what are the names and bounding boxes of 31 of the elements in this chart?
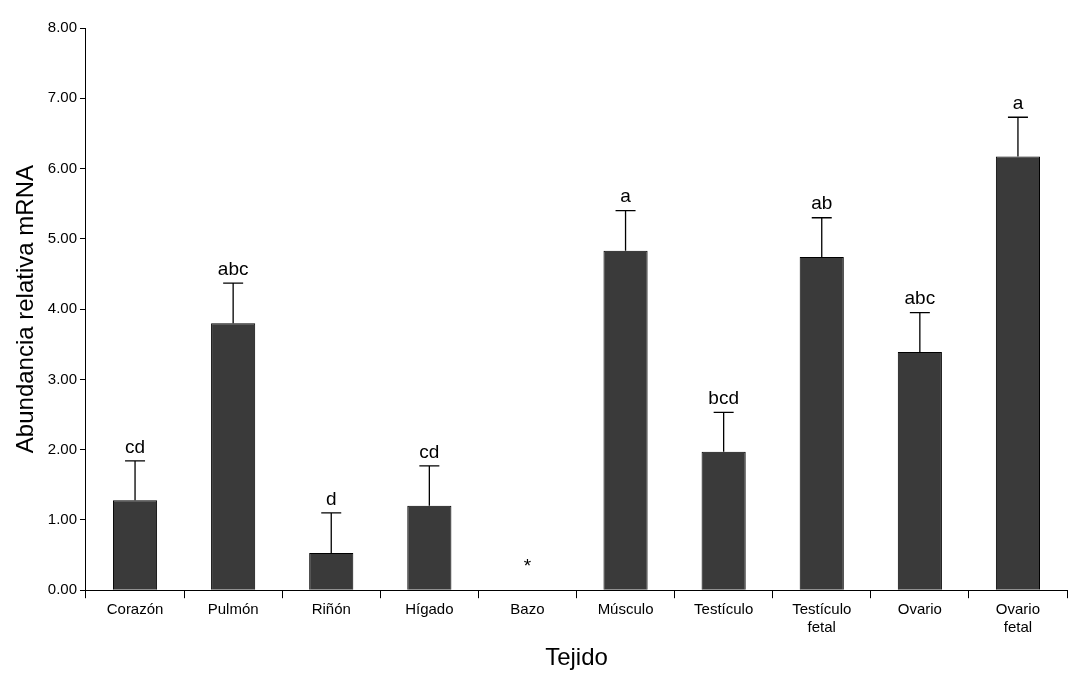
x-tick-label: Corazón — [106, 600, 164, 618]
x-tick-label: Testículo fetal — [792, 600, 852, 636]
y-tick-label: 7.00 — [47, 88, 77, 106]
annotation: cd — [419, 440, 440, 462]
annotation: d — [325, 487, 337, 509]
x-tick-label: Músculo — [597, 600, 654, 618]
annotation: cd — [125, 435, 146, 457]
x-tick-label: Testículo — [694, 600, 754, 618]
x-axis-title: Tejido — [545, 643, 608, 671]
y-axis-title: Abundancia relativa mRNA — [11, 165, 39, 454]
x-tick-label: Ovario fetal — [995, 600, 1041, 636]
x-tick-label: Riñón — [311, 600, 351, 618]
annotation: bcd — [708, 387, 739, 409]
y-tick-label: 2.00 — [47, 439, 77, 457]
y-tick-label: 1.00 — [47, 510, 77, 528]
annotation: a — [1012, 91, 1024, 113]
y-tick-label: 6.00 — [47, 158, 77, 176]
y-tick-label: 4.00 — [47, 299, 77, 317]
annotation: abc — [904, 287, 936, 309]
x-tick-label: Pulmón — [207, 600, 259, 618]
annotation: abc — [217, 257, 249, 279]
x-tick-label: Ovario — [897, 600, 942, 618]
y-tick-label: 3.00 — [47, 369, 77, 387]
y-tick-label: 8.00 — [47, 18, 77, 36]
annotation: a — [620, 185, 632, 207]
annotation: ab — [811, 192, 833, 214]
x-tick-label: Bazo — [510, 600, 545, 618]
y-tick-label: 0.00 — [47, 580, 77, 598]
y-tick-label: 5.00 — [47, 228, 77, 246]
annotation: * — [523, 554, 532, 576]
x-tick-label: Hígado — [405, 600, 454, 618]
